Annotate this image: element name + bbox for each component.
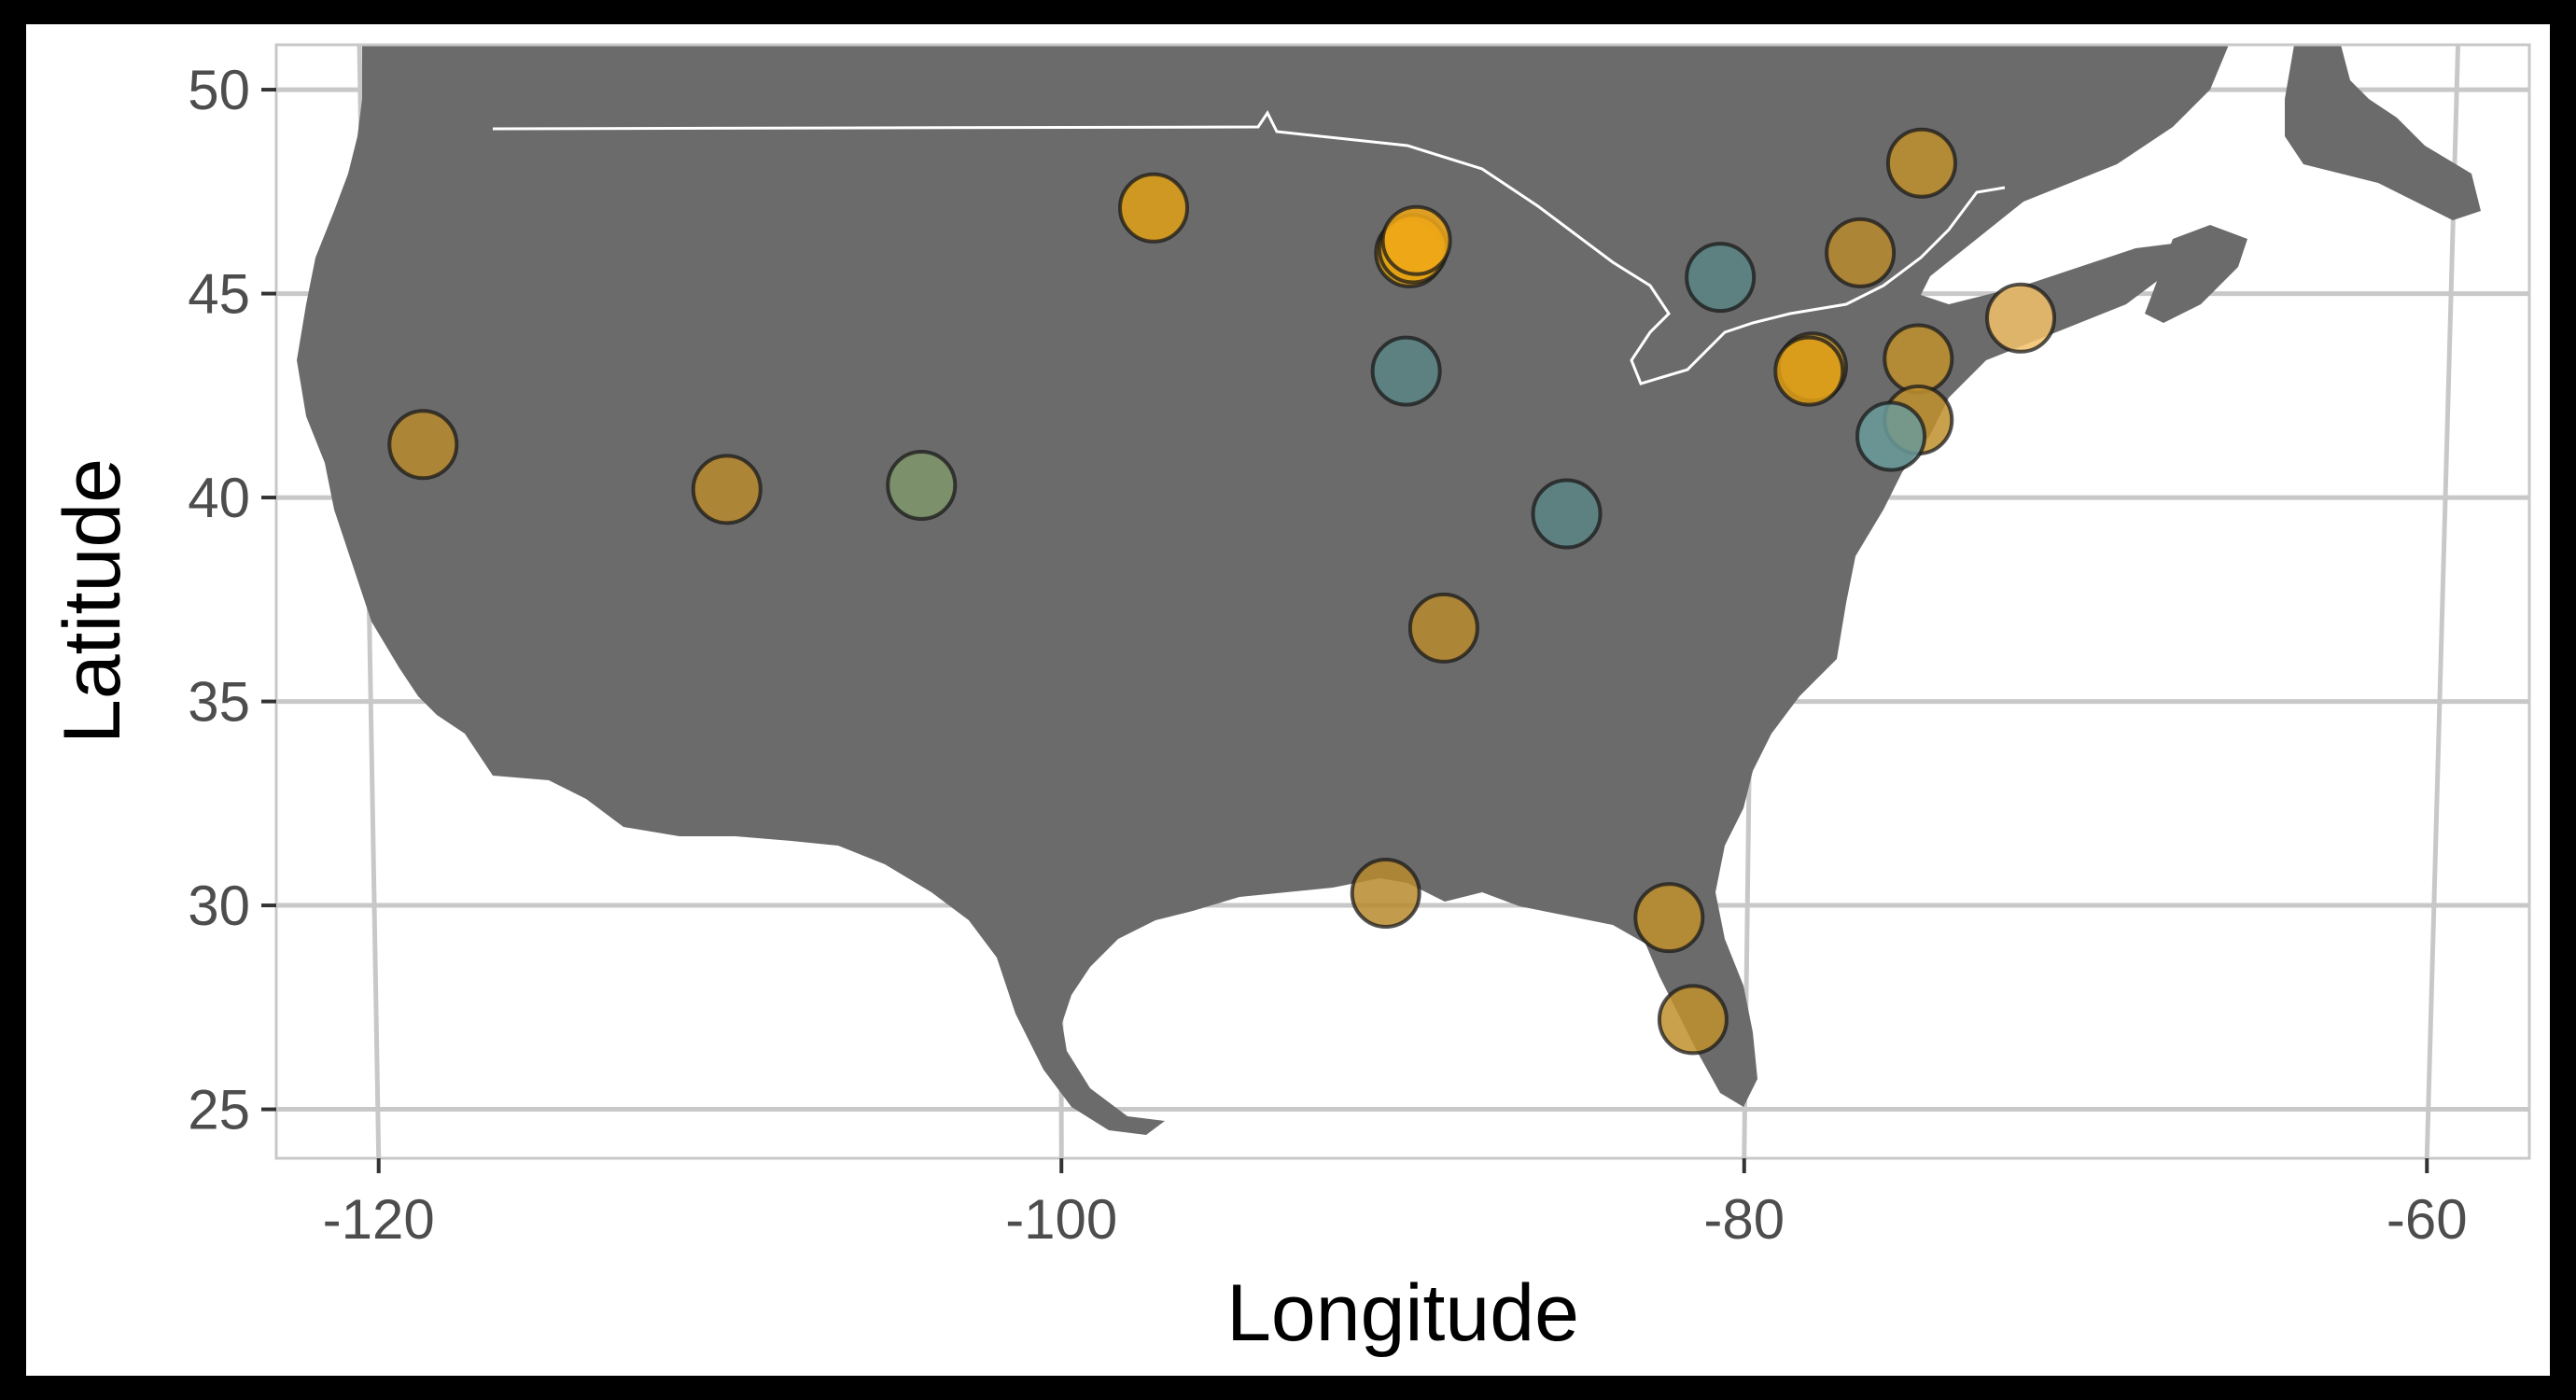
y-tick-label-5: 50 <box>188 59 250 121</box>
y-tick-label-0: 25 <box>188 1079 250 1141</box>
map-point-17 <box>1885 127 1957 199</box>
map-point-6 <box>1380 204 1452 276</box>
y-tick-label-3: 40 <box>188 467 250 529</box>
y-tick-label-2: 35 <box>188 671 250 734</box>
map-point-1 <box>691 454 763 525</box>
usa-canada-land <box>297 45 2229 1135</box>
map-chart: -120 -100 -80 -60 25 30 35 40 45 50 Longitude La… <box>48 43 2531 1358</box>
map-point-8 <box>1407 592 1479 664</box>
map-point-21 <box>1985 282 2057 354</box>
lon-gridline-3 <box>2424 44 2461 1159</box>
y-tick-label-4: 45 <box>188 263 250 326</box>
map-point-18 <box>1883 323 1954 395</box>
map-point-13 <box>1657 984 1729 1056</box>
data-points <box>387 127 2057 1056</box>
nova-scotia-land <box>2145 225 2247 323</box>
map-point-3 <box>1117 172 1189 244</box>
map-point-11 <box>1685 242 1757 314</box>
map-point-9 <box>1350 857 1421 929</box>
map-point-20 <box>1855 400 1927 472</box>
x-axis-ticks: -120 -100 -80 -60 <box>323 1158 2468 1251</box>
x-axis-title: Longitude <box>1226 1268 1579 1358</box>
y-axis-title: Latitude <box>48 458 137 744</box>
y-axis-ticks: 25 30 35 40 45 50 <box>188 59 276 1141</box>
x-tick-label-3: -60 <box>2387 1188 2468 1251</box>
map-point-10 <box>1531 478 1603 550</box>
map-point-16 <box>1825 217 1897 288</box>
map-point-0 <box>387 409 459 481</box>
panel-border <box>274 43 2531 1160</box>
us-canada-border <box>492 110 2006 385</box>
map-point-12 <box>1633 882 1705 954</box>
land-mass <box>297 45 2481 1135</box>
map-canvas: -120 -100 -80 -60 25 30 35 40 45 50 Longitude La… <box>26 24 2550 1376</box>
x-tick-label-1: -100 <box>1005 1188 1117 1251</box>
map-point-2 <box>886 449 958 521</box>
x-tick-label-2: -80 <box>1703 1188 1785 1251</box>
canada-east-land <box>2285 45 2481 220</box>
map-point-15 <box>1773 335 1845 407</box>
y-tick-label-1: 30 <box>188 875 250 937</box>
map-point-7 <box>1370 335 1442 407</box>
x-tick-label-0: -120 <box>323 1188 435 1251</box>
